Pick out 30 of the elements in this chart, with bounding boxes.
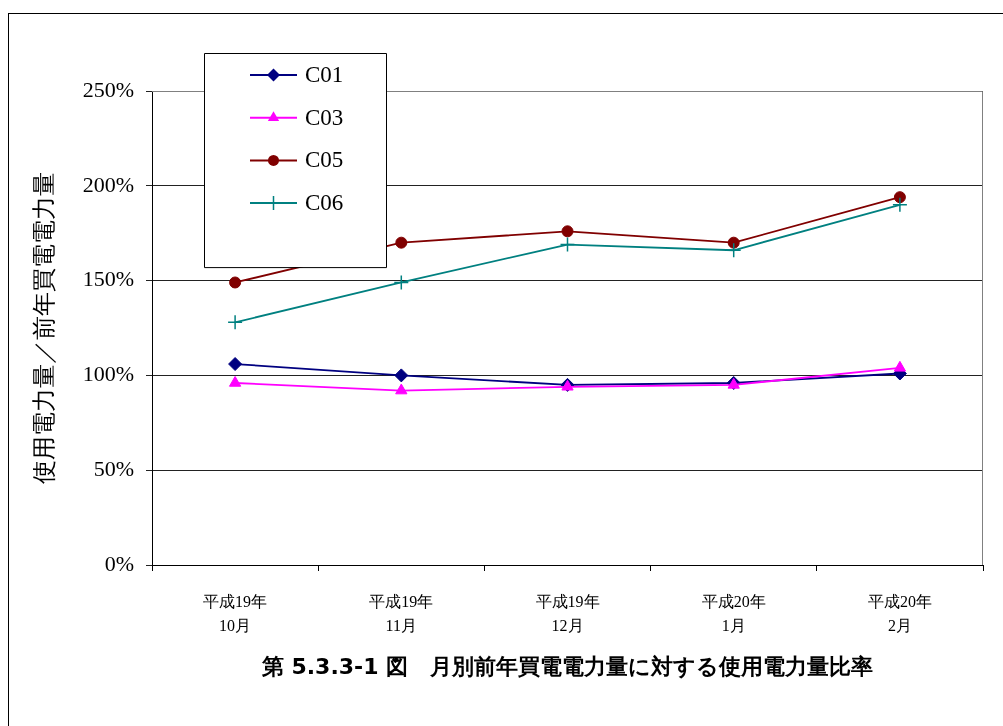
x-tick-label: 平成19年 12月 [535, 593, 600, 635]
legend-label: C03 [305, 104, 344, 130]
point [559, 236, 576, 253]
point [227, 314, 243, 331]
point [893, 360, 907, 372]
point [395, 236, 408, 249]
y-tick-label: 250% [82, 76, 134, 102]
point [229, 276, 242, 289]
x-tick-label: 平成19年 10月 [203, 593, 268, 635]
legend-label: C05 [305, 147, 344, 173]
point [393, 274, 410, 291]
x-tick-label: 平成19年 11月 [369, 593, 434, 635]
point [228, 357, 243, 372]
text: 第 5.3.3-1 図 月別前年買電電力量に対する使用電力量比率 [260, 653, 874, 679]
x-tick-label: 平成20年 2月 [867, 593, 932, 635]
y-tick-label: 50% [93, 455, 134, 481]
y-tick-label: 200% [82, 171, 134, 197]
point [892, 197, 908, 213]
y-tick-label: 0% [104, 550, 134, 576]
point [228, 375, 242, 387]
legend-label: C01 [305, 62, 344, 88]
x-tick-label: 平成20年 1月 [701, 593, 766, 635]
legend-label: C06 [305, 190, 344, 216]
point [395, 383, 408, 395]
point [727, 236, 740, 249]
y-tick-label: 150% [82, 266, 134, 292]
point [394, 368, 409, 383]
y-tick-label: 100% [82, 361, 134, 387]
y-axis-title: 使用電力量／前年買電電力量 [29, 172, 58, 484]
point [561, 225, 574, 238]
